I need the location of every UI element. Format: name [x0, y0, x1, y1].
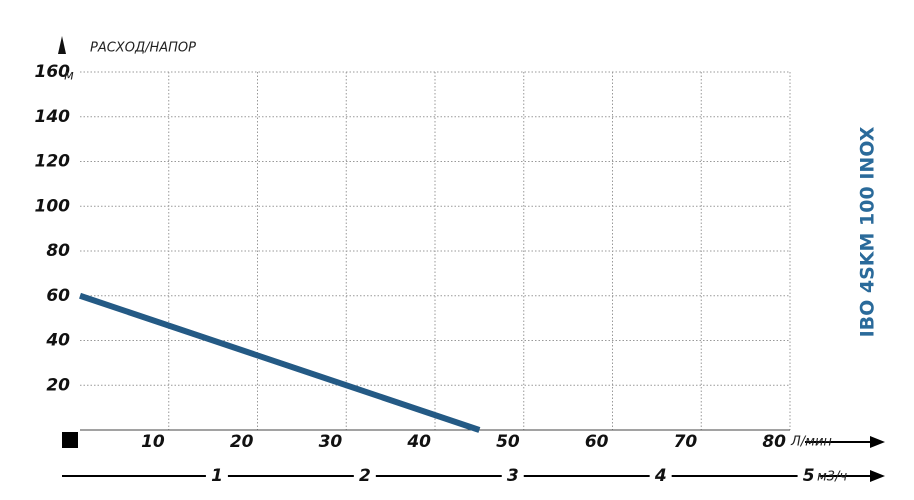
x2-tick-gap	[205, 468, 228, 484]
y-tick-label: 140	[35, 107, 71, 127]
x2-tick-label: 4	[654, 466, 667, 486]
x2-tick-gap	[649, 468, 672, 484]
y-axis-label: РАСХОД/НАПОР	[90, 41, 196, 56]
y-tick-label: 100	[35, 196, 71, 216]
x-tick-label: 80	[762, 432, 786, 452]
x-tick-label: 40	[406, 432, 431, 452]
y-tick-label: 160	[35, 62, 71, 82]
y-tick-label: 20	[46, 375, 70, 395]
y-tick-label: 40	[45, 331, 70, 351]
origin-square	[62, 432, 78, 448]
x-unit: Л/мин	[790, 435, 832, 450]
x2-tick-gap	[797, 468, 820, 484]
y-tick-label: 80	[46, 241, 70, 261]
x2-tick-label: 5	[803, 466, 815, 486]
x-tick-label: 10	[141, 432, 165, 452]
y-tick-label: 60	[46, 286, 70, 306]
y-tick-label: 120	[35, 152, 71, 172]
x2-tick-label: 2	[359, 466, 371, 486]
y-arrow	[58, 36, 66, 54]
x2-tick-gap	[353, 468, 376, 484]
x-arrow	[870, 436, 885, 448]
x2-tick-gap	[501, 468, 524, 484]
x2-arrow	[870, 470, 885, 482]
x-tick-label: 50	[496, 432, 520, 452]
chart-title: IBO 4SKM 100 INOX	[857, 126, 879, 337]
x-tick-label: 70	[674, 432, 698, 452]
x-tick-label: 20	[230, 432, 254, 452]
x2-tick-label: 3	[507, 466, 519, 486]
x2-unit: м3/ч	[817, 470, 847, 485]
x-tick-label: 60	[585, 432, 609, 452]
x2-tick-label: 1	[211, 466, 223, 486]
curve	[79, 292, 481, 433]
y-unit: м	[64, 69, 74, 84]
x-tick-label: 30	[319, 432, 343, 452]
